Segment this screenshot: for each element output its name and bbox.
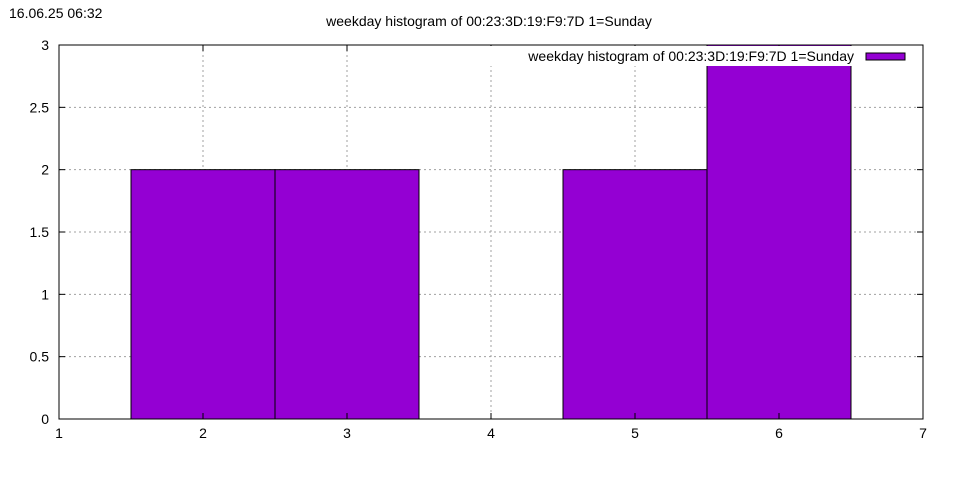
timestamp: 16.06.25 06:32 <box>9 5 103 21</box>
bar-weekday-3 <box>274 169 420 420</box>
x-tick-label: 2 <box>199 425 207 441</box>
legend-swatch <box>865 52 906 61</box>
y-tick-label: 0 <box>41 411 49 427</box>
x-tick-label: 7 <box>919 425 927 441</box>
y-tick-label: 3 <box>41 37 49 53</box>
bar-weekday-6 <box>706 44 852 420</box>
y-tick-label: 2 <box>41 162 49 178</box>
axis-ticks: 1 2 3 4 5 6 7 0 0.5 1 1.5 2 2.5 3 <box>30 37 928 441</box>
x-tick-label: 4 <box>487 425 495 441</box>
bar-weekday-2 <box>130 169 276 420</box>
x-tick-label: 6 <box>775 425 783 441</box>
bar-weekday-5 <box>562 169 708 420</box>
x-tick-label: 5 <box>631 425 639 441</box>
legend-label: weekday histogram of 00:23:3D:19:F9:7D 1… <box>527 48 854 64</box>
x-tick-label: 3 <box>343 425 351 441</box>
legend: weekday histogram of 00:23:3D:19:F9:7D 1… <box>482 46 916 66</box>
y-tick-label: 1.5 <box>30 224 50 240</box>
y-tick-label: 2.5 <box>30 99 50 115</box>
x-tick-label: 1 <box>55 425 63 441</box>
bars <box>130 44 852 420</box>
chart-title: weekday histogram of 00:23:3D:19:F9:7D 1… <box>325 13 652 29</box>
y-tick-label: 1 <box>41 286 49 302</box>
y-tick-label: 0.5 <box>30 349 50 365</box>
legend-background <box>482 46 916 66</box>
